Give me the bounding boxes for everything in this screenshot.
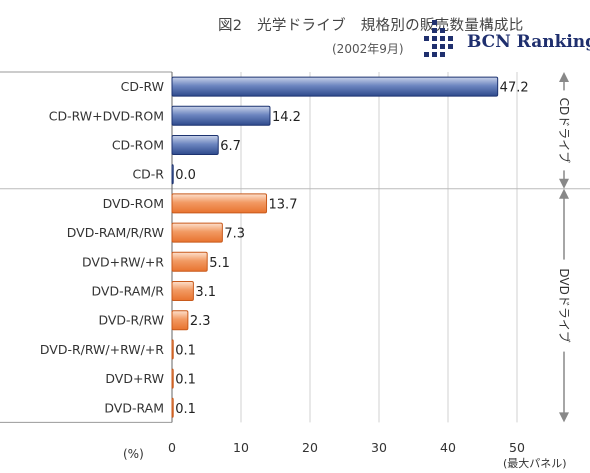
category-label: DVD-RAM/R [91, 284, 164, 299]
x-tick-label: 40 [440, 440, 456, 455]
arrow-up-icon [559, 188, 569, 199]
bar [171, 164, 174, 185]
value-label: 0.1 [175, 402, 196, 417]
bar [171, 105, 271, 126]
value-label: 5.1 [209, 256, 230, 271]
bar [171, 281, 194, 301]
arrow-down-icon [559, 412, 569, 423]
value-label: 0.1 [175, 343, 196, 358]
x-axis-unit: (%) [123, 447, 144, 461]
category-label: DVD-ROM [103, 196, 164, 211]
value-label: 2.3 [190, 314, 211, 329]
category-label: DVD+RW/+R [82, 254, 164, 269]
arrow-down-icon [559, 178, 569, 189]
bar [171, 193, 268, 214]
value-label: 0.1 [175, 373, 196, 388]
bar [171, 339, 174, 360]
category-label: CD-RW+DVD-ROM [49, 108, 164, 123]
x-tick-label: 30 [371, 440, 387, 455]
group-label-bg [556, 90, 572, 171]
bar [171, 397, 174, 418]
chart-subtitle: (2002年9月) [332, 42, 404, 56]
bar [171, 310, 189, 331]
category-label: DVD-RAM/R/RW [67, 225, 164, 240]
value-label: 13.7 [269, 197, 298, 212]
panel-note: (最大パネル) [503, 457, 567, 470]
group-label: CDドライブ [557, 98, 572, 164]
bar [171, 76, 499, 97]
bcn-logo-icon [424, 20, 453, 57]
x-tick-label: 20 [302, 440, 318, 455]
category-label: DVD-R/RW [98, 313, 164, 328]
category-label: DVD-RAM [104, 400, 164, 415]
chart-title: 図2 光学ドライブ 規格別の販売数量構成比 [218, 18, 524, 34]
value-label: 6.7 [220, 139, 241, 154]
x-tick-label: 10 [233, 440, 249, 455]
category-label: CD-R [132, 167, 164, 182]
value-label: 7.3 [224, 227, 245, 242]
category-label: CD-ROM [112, 138, 164, 153]
bar [171, 222, 223, 243]
group-label-bg [556, 259, 572, 352]
value-label: 3.1 [195, 285, 216, 300]
category-label: DVD-R/RW/+RW/+R [40, 342, 164, 357]
category-label: CD-RW [121, 79, 164, 94]
x-tick-label: 0 [168, 440, 176, 455]
group-label: DVDドライブ [557, 268, 572, 342]
value-label: 14.2 [272, 110, 301, 125]
x-tick-label: 50 [509, 440, 525, 455]
value-label: 47.2 [500, 81, 529, 96]
bar [171, 135, 219, 155]
category-label: DVD+RW [105, 371, 164, 386]
value-label: 0.0 [175, 168, 196, 183]
logo-text: BCN Ranking [467, 32, 590, 52]
arrow-up-icon [559, 72, 569, 82]
bar [171, 251, 208, 272]
bar [171, 368, 174, 389]
